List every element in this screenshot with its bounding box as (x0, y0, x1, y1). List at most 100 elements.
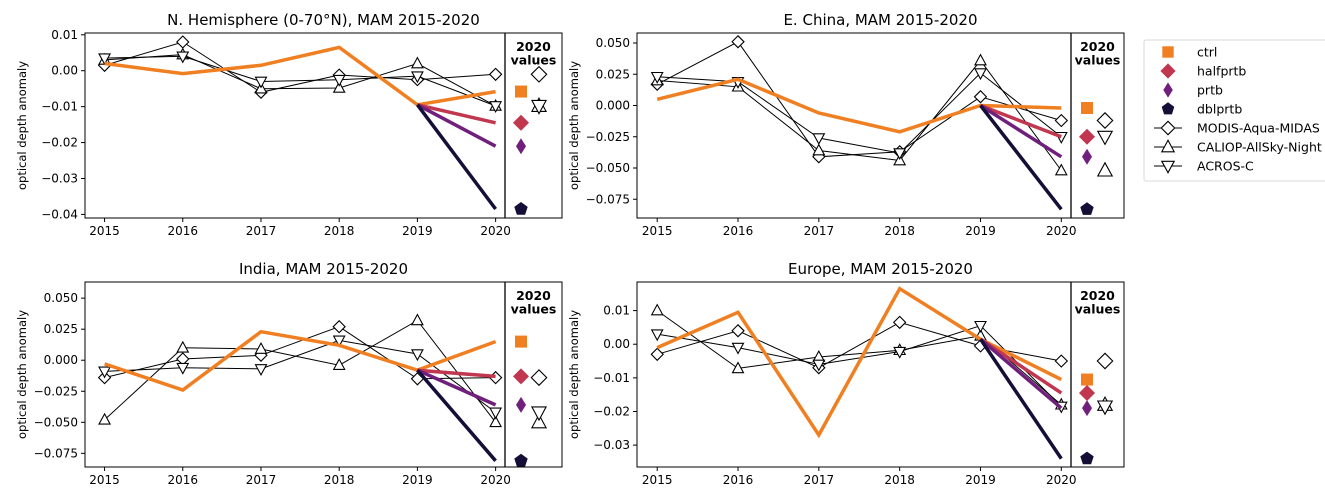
series-line-dblprtb (979, 338, 1063, 460)
point-acros-c (489, 101, 503, 114)
x-tick-label: 2020 (480, 224, 511, 238)
value-2020-acros-c (1096, 130, 1114, 146)
y-axis-label: optical depth anomaly (567, 61, 581, 190)
legend-marker (1160, 63, 1176, 79)
value-2020-dblprtb (514, 453, 528, 467)
point-modis-aqua-midas (332, 319, 346, 334)
series-line-caliop-allsky-night (657, 59, 1062, 171)
y-tick-label: −0.025 (586, 130, 630, 144)
x-tick-label: 2020 (1046, 473, 1077, 487)
legend-label: ctrl (1197, 45, 1217, 60)
y-tick-label: 0.050 (44, 291, 78, 305)
series-line-acros-c (657, 325, 1062, 407)
point-acros-c (98, 366, 112, 379)
point-caliop-allsky-night (650, 303, 664, 316)
value-2020-halfprtb (1079, 128, 1095, 145)
y-tick-label: 0.00 (51, 64, 78, 78)
legend-marker (1163, 82, 1173, 98)
point-modis-aqua-midas (892, 315, 907, 330)
x-tick-label: 2016 (167, 473, 198, 487)
point-modis-aqua-midas (488, 67, 503, 82)
point-caliop-allsky-night (332, 358, 346, 370)
value-2020-ctrl (515, 335, 527, 348)
x-tick-label: 2018 (884, 473, 915, 487)
series-line-halfprtb (979, 103, 1062, 139)
x-tick-label: 2019 (402, 224, 433, 238)
point-acros-c (254, 76, 268, 89)
panel-2: India, MAM 2015-2020 optical depth anomal… (15, 260, 563, 487)
point-caliop-allsky-night (731, 361, 745, 374)
series-line-ctrl (104, 329, 497, 392)
point-acros-c (98, 53, 112, 66)
legend-marker (1162, 46, 1174, 58)
y-tick-label: 0.050 (596, 36, 630, 50)
x-tick-label: 2015 (89, 224, 120, 238)
value-2020-acros-c (1096, 400, 1114, 416)
inset-label: values (511, 302, 557, 317)
inset-label: 2020 (1080, 288, 1115, 303)
x-tick-label: 2015 (89, 473, 120, 487)
y-tick-label: 0.00 (603, 337, 630, 351)
value-2020-prtb (516, 138, 526, 155)
value-2020-prtb (1082, 148, 1092, 165)
value-2020-halfprtb (513, 368, 529, 385)
point-modis-aqua-midas (176, 35, 190, 49)
x-tick-label: 2016 (723, 473, 754, 487)
legend-label: ACROS-C (1197, 159, 1254, 174)
legend-box (1143, 39, 1325, 182)
chart-title: India, MAM 2015-2020 (239, 260, 408, 278)
value-2020-dblprtb (514, 202, 528, 215)
y-tick-label: 0.000 (596, 99, 630, 113)
value-2020-modis-aqua-midas (1096, 112, 1114, 129)
y-tick-label: −0.02 (41, 136, 78, 150)
point-caliop-allsky-night (98, 412, 112, 425)
y-tick-label: 0.01 (603, 304, 630, 318)
x-tick-label: 2015 (642, 224, 673, 238)
legend: ctrl halfprtb prtb dblprtb MODIS-Aqua-MIDAS C… (1143, 39, 1325, 182)
x-tick-label: 2019 (965, 473, 996, 487)
series-line-prtb (416, 368, 497, 407)
series-line-acros-c (104, 339, 496, 413)
point-modis-aqua-midas (973, 90, 988, 104)
inset-label: 2020 (1080, 39, 1115, 54)
y-tick-label: 0.01 (51, 28, 78, 42)
series-line-ctrl (656, 77, 1062, 134)
series-line-modis-aqua-midas (104, 326, 496, 380)
series-line-dblprtb (416, 103, 497, 211)
point-modis-aqua-midas (1054, 354, 1069, 368)
point-acros-c (812, 133, 826, 146)
legend-label: CALIOP-AllSky-Night (1197, 140, 1322, 155)
x-tick-label: 2019 (965, 224, 996, 238)
series-line-ctrl (656, 286, 1063, 439)
inset-label: values (511, 53, 557, 68)
series-line-caliop-allsky-night (104, 319, 496, 423)
inset-label: values (1075, 53, 1121, 68)
y-tick-label: −0.075 (586, 192, 630, 206)
x-tick-label: 2020 (480, 473, 511, 487)
series-line-dblprtb (979, 104, 1063, 211)
value-2020-acros-c (530, 99, 548, 115)
value-2020-caliop-allsky-night (1096, 161, 1114, 177)
y-tick-label: −0.03 (593, 438, 630, 452)
chart-title: E. China, MAM 2015-2020 (783, 11, 977, 29)
series-line-prtb (979, 337, 1063, 410)
inset-label: 2020 (516, 39, 551, 54)
point-acros-c (410, 71, 424, 84)
point-acros-c (974, 320, 987, 333)
value-2020-halfprtb (1079, 385, 1095, 401)
series-line-halfprtb (417, 368, 496, 379)
point-acros-c (650, 71, 664, 84)
x-tick-label: 2017 (246, 473, 277, 487)
value-2020-ctrl (515, 85, 527, 98)
value-2020-modis-aqua-midas (530, 65, 548, 83)
value-2020-prtb (1082, 400, 1092, 417)
point-acros-c (974, 68, 987, 81)
point-modis-aqua-midas (731, 324, 745, 338)
series-line-acros-c (104, 55, 496, 107)
series-line-prtb (979, 104, 1063, 159)
x-tick-label: 2018 (324, 224, 355, 238)
x-tick-label: 2015 (642, 473, 673, 487)
y-tick-label: −0.050 (34, 415, 78, 429)
legend-label: MODIS-Aqua-MIDAS (1197, 121, 1320, 136)
